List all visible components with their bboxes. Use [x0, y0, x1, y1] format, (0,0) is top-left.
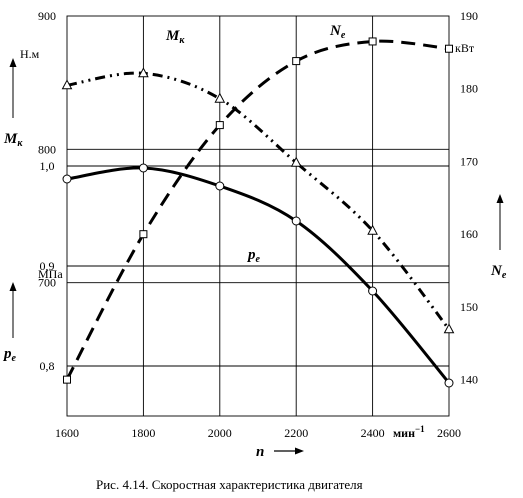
- marker-mk-2600: [443, 323, 455, 334]
- ne-axis-symbol: Ne: [490, 263, 507, 281]
- series-line-ne: [65, 39, 450, 381]
- marker-mk-1600: [61, 79, 73, 90]
- markers-group: [61, 37, 455, 388]
- ne-tick-label-160: 160: [460, 227, 478, 241]
- figure-caption: Рис. 4.14. Скоростная характеристика дви…: [96, 477, 363, 492]
- marker-ne-2200: [292, 57, 301, 66]
- marker-pe-1600: [62, 174, 72, 184]
- mk-axis-symbol-main: M: [3, 131, 18, 147]
- marker-pe-2600: [444, 378, 454, 388]
- svg-text:Mк: Mк: [3, 131, 23, 149]
- svg-text:pe: pe: [246, 247, 261, 265]
- plot-frame: [66, 15, 450, 417]
- ne-axis-arrow: [496, 194, 504, 250]
- pe-axis-symbol-main: p: [2, 346, 12, 362]
- x-tick-label-1600: 1600: [55, 426, 79, 440]
- mk-series-label-main: M: [165, 28, 180, 44]
- series-line-pe: [66, 166, 451, 384]
- mk-axis-symbol: Mк: [3, 131, 23, 149]
- ne-tick-labels: 190 180 170 160 150 140: [460, 9, 478, 387]
- svg-text:Mк: Mк: [165, 28, 185, 46]
- marker-pe-2400: [368, 286, 378, 296]
- x-tick-label-2600: 2600: [437, 426, 461, 440]
- marker-pe-1800: [138, 163, 148, 173]
- ne-tick-label-140: 140: [460, 373, 478, 387]
- svg-text:pe: pe: [2, 346, 17, 364]
- x-tick-label-2000: 2000: [208, 426, 232, 440]
- plot-frame-group: [66, 15, 450, 417]
- marker-ne-2000: [215, 121, 224, 130]
- mk-axis-symbol-sub: к: [17, 138, 23, 149]
- mk-tick-label-800: 800: [38, 142, 56, 156]
- mk-unit-label: Н.м: [20, 47, 40, 61]
- ne-tick-label-180: 180: [460, 82, 478, 96]
- marker-ne-2400: [368, 37, 377, 46]
- pe-series-label-main: p: [246, 247, 256, 263]
- ne-series-label: Ne: [329, 23, 346, 41]
- mk-series-label: Mк: [165, 28, 185, 46]
- pe-tick-label-0-8: 0,8: [40, 359, 55, 373]
- marker-pe-2200: [291, 216, 301, 226]
- pe-tick-label-1-0: 1,0: [40, 159, 55, 173]
- ne-series-label-sub: e: [341, 30, 346, 41]
- marker-ne-2600: [445, 44, 453, 53]
- pe-series-label-sub: e: [256, 254, 261, 265]
- svg-text:Ne: Ne: [490, 263, 507, 281]
- marker-mk-1800: [138, 67, 149, 78]
- x-tick-label-2200: 2200: [284, 426, 308, 440]
- mk-series-label-sub: к: [179, 35, 185, 46]
- marker-ne-1800: [139, 230, 148, 239]
- mk-tick-label-900: 900: [38, 9, 56, 23]
- mk-axis-arrow: [9, 58, 17, 118]
- x-tick-label-1800: 1800: [131, 426, 155, 440]
- marker-mk-2000: [214, 92, 226, 103]
- svg-text:мин−1: мин−1: [393, 424, 425, 440]
- x-axis-arrow: [274, 447, 304, 455]
- pe-axis-symbol-sub: e: [12, 353, 17, 364]
- x-axis-unit-power: −1: [415, 424, 425, 434]
- marker-mk-2200: [290, 156, 302, 167]
- series-line-mk: [66, 71, 451, 331]
- mk-tick-label-700: 700: [38, 276, 56, 290]
- marker-pe-2000: [215, 181, 225, 191]
- vertical-gridlines: [142, 16, 374, 416]
- pe-series-label: pe: [246, 247, 261, 265]
- pe-tick-labels: 1,0 0,9 0,8: [40, 159, 55, 373]
- ne-axis-symbol-sub: e: [502, 270, 507, 281]
- ne-tick-label-190: 190: [460, 9, 478, 23]
- x-tick-label-2400: 2400: [361, 426, 385, 440]
- x-tick-labels: 1600 1800 2000 2200 2400 2600: [55, 426, 461, 440]
- ne-series-label-main: N: [329, 23, 342, 39]
- ne-tick-label-170: 170: [460, 154, 478, 168]
- pe-axis-symbol: pe: [2, 346, 17, 364]
- pe-tick-label-0-9: 0,9: [40, 259, 55, 273]
- pe-axis-arrow: [9, 282, 17, 338]
- series-group: [65, 39, 451, 384]
- marker-mk-2400: [367, 224, 378, 235]
- ne-unit-label: кВт: [455, 41, 475, 55]
- x-axis-unit: мин−1: [393, 424, 425, 440]
- marker-ne-1600: [63, 375, 71, 384]
- horizontal-gridlines: [67, 148, 449, 367]
- mk-tick-labels: 900 800 700: [38, 9, 56, 290]
- svg-text:Ne: Ne: [329, 23, 346, 41]
- x-axis-symbol: n: [256, 444, 264, 460]
- x-axis-unit-main: мин: [393, 426, 415, 440]
- ne-tick-label-150: 150: [460, 300, 478, 314]
- ne-axis-symbol-main: N: [490, 263, 503, 279]
- pe-unit-label: МПа: [38, 267, 63, 281]
